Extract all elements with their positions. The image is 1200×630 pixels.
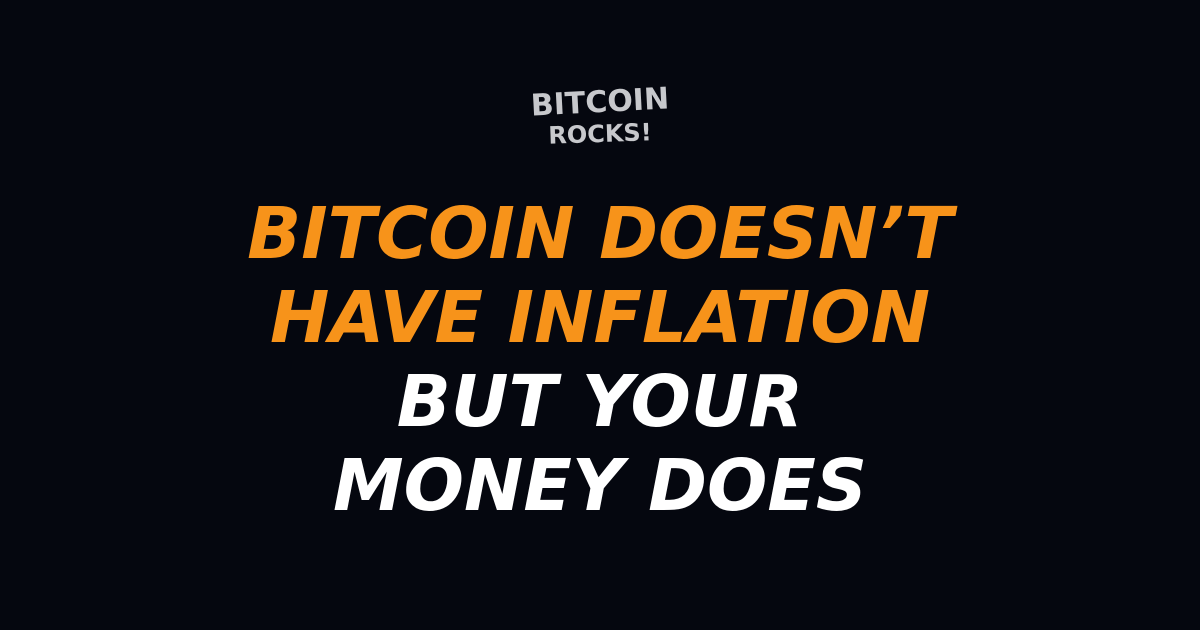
headline-line-3: BUT YOUR (396, 360, 804, 443)
headline-line-4: MONEY DOES (333, 444, 867, 527)
headline-line-1: BITCOIN DOESN’T (247, 192, 953, 275)
bitcoin-rocks-logo: BITCOIN ROCKS! (0, 81, 1200, 149)
headline-line-2: HAVE INFLATION (269, 276, 931, 359)
headline: BITCOIN DOESN’T HAVE INFLATION BUT YOUR … (0, 192, 1200, 528)
